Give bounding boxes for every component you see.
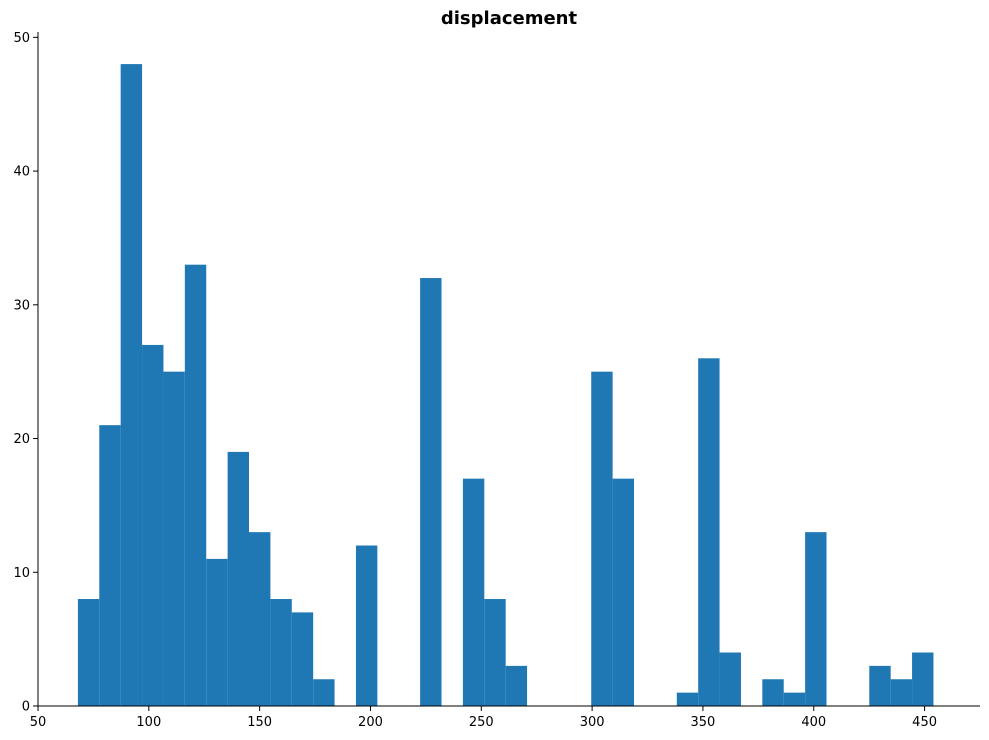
histogram-bar <box>227 451 250 706</box>
histogram-bar <box>420 278 442 706</box>
histogram-bar <box>912 652 934 706</box>
histogram-bar <box>120 64 143 707</box>
y-tick-label: 40 <box>13 165 30 180</box>
histogram-bar <box>783 692 806 706</box>
histogram-bar <box>719 652 741 706</box>
histogram-bar <box>142 344 164 706</box>
x-axis-ticks: 50 100 150 200 250 300 350 400 450 <box>30 706 937 730</box>
x-tick-label: 200 <box>358 715 383 730</box>
histogram-bar <box>698 358 720 706</box>
histogram-bar <box>484 599 506 706</box>
y-tick-label: 30 <box>13 298 30 313</box>
histogram-bar <box>355 545 378 706</box>
chart-title: displacement <box>441 8 578 29</box>
y-tick-label: 20 <box>13 432 30 447</box>
histogram-bar <box>270 599 292 706</box>
histogram-bar <box>869 665 891 706</box>
y-axis-ticks: 0 10 20 30 40 50 <box>13 31 38 715</box>
histogram-bar <box>462 478 485 706</box>
histogram-bar <box>249 532 271 706</box>
histogram-bar <box>762 679 784 706</box>
histogram-bar <box>291 612 314 706</box>
histogram-bar <box>505 665 528 706</box>
x-tick-label: 350 <box>691 715 716 730</box>
x-tick-label: 150 <box>247 715 272 730</box>
histogram-bar <box>676 692 699 706</box>
y-tick-label: 50 <box>13 31 30 46</box>
histogram-bar <box>591 371 613 706</box>
x-tick-label: 300 <box>580 715 605 730</box>
y-tick-label: 0 <box>22 700 30 715</box>
x-tick-label: 100 <box>136 715 161 730</box>
histogram-bar <box>163 371 185 706</box>
histogram-bar <box>206 558 228 706</box>
histogram-bar <box>77 599 100 706</box>
x-tick-label: 250 <box>469 715 494 730</box>
histogram-bar <box>99 425 121 706</box>
x-tick-label: 400 <box>801 715 826 730</box>
histogram-bar <box>184 264 207 706</box>
y-tick-label: 10 <box>13 566 30 581</box>
x-tick-label: 450 <box>912 715 937 730</box>
bars-group <box>77 64 934 707</box>
histogram-bar <box>612 478 635 706</box>
x-tick-label: 50 <box>30 715 47 730</box>
histogram-bar <box>805 532 827 706</box>
histogram-bar <box>890 679 913 706</box>
histogram-bar <box>313 679 335 706</box>
